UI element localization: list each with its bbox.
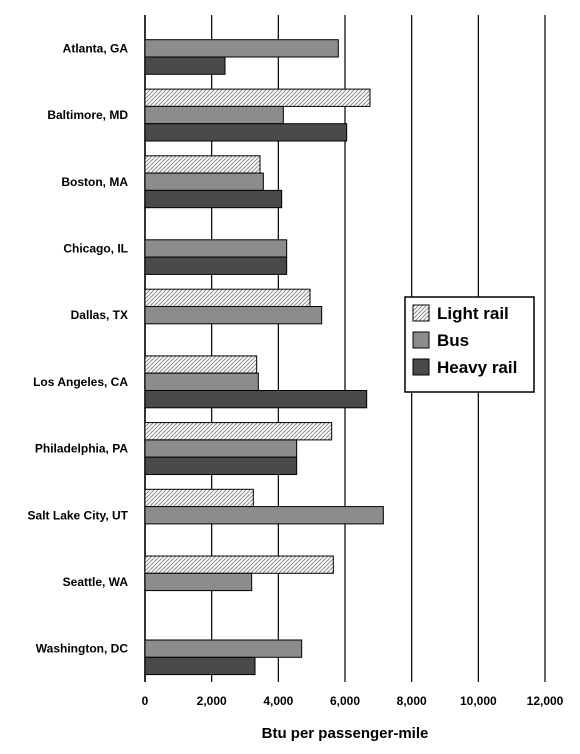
category-label: Baltimore, MD [47,108,128,122]
bar-heavy-rail [144,656,256,676]
category-label: Atlanta, GA [63,41,129,55]
x-tick-labels: 0 2,000 4,000 6,000 8,000 10,000 12,000 [142,694,564,708]
x-tick-label: 0 [142,694,149,708]
bar-light-rail [144,155,261,174]
x-tick-label: 2,000 [197,694,227,708]
category-labels: Atlanta, GA Baltimore, MD Boston, MA Chicag… [28,41,129,655]
bar-bus [144,239,288,258]
x-axis-title: Btu per passenger-mile [262,725,429,742]
bar-light-rail [144,488,254,508]
bar-bus [144,39,339,58]
bar-heavy-rail [144,123,348,142]
bar-bus [144,105,284,125]
x-tick-label: 8,000 [397,694,427,708]
bar-bus [144,306,323,325]
bar-light-rail [144,422,333,441]
bar-bus [144,372,259,392]
bar-heavy-rail [144,456,298,476]
bar-bus [144,506,384,525]
bar-light-rail [144,88,371,107]
legend-swatch [412,304,430,322]
bar-bus [144,639,303,658]
bar-light-rail [144,288,311,308]
x-tick-label: 10,000 [460,694,497,708]
legend-label: Heavy rail [437,358,517,377]
legend-label: Light rail [437,304,509,323]
category-label: Chicago, IL [63,241,128,255]
bar-light-rail [144,555,334,574]
category-label: Boston, MA [61,175,128,189]
bar-bus [144,439,298,458]
bar-heavy-rail [144,256,288,275]
category-label: Washington, DC [36,642,129,656]
bar-light-rail [144,355,258,374]
legend: Light rail Bus Heavy rail [404,296,535,393]
bar-heavy-rail [144,56,226,75]
x-tick-label: 12,000 [527,694,564,708]
category-label: Salt Lake City, UT [28,508,129,522]
bar-heavy-rail [144,189,283,209]
bar-bus [144,172,264,191]
category-label: Philadelphia, PA [35,442,128,456]
legend-swatch [412,358,430,376]
legend-swatch [412,331,430,349]
category-label: Seattle, WA [63,575,129,589]
category-label: Los Angeles, CA [33,375,128,389]
x-tick-label: 4,000 [263,694,293,708]
legend-label: Bus [437,331,469,350]
bar-bus [144,572,253,592]
x-tick-label: 6,000 [330,694,360,708]
bars [144,39,384,676]
bar-heavy-rail [144,390,368,409]
category-label: Dallas, TX [71,308,128,322]
